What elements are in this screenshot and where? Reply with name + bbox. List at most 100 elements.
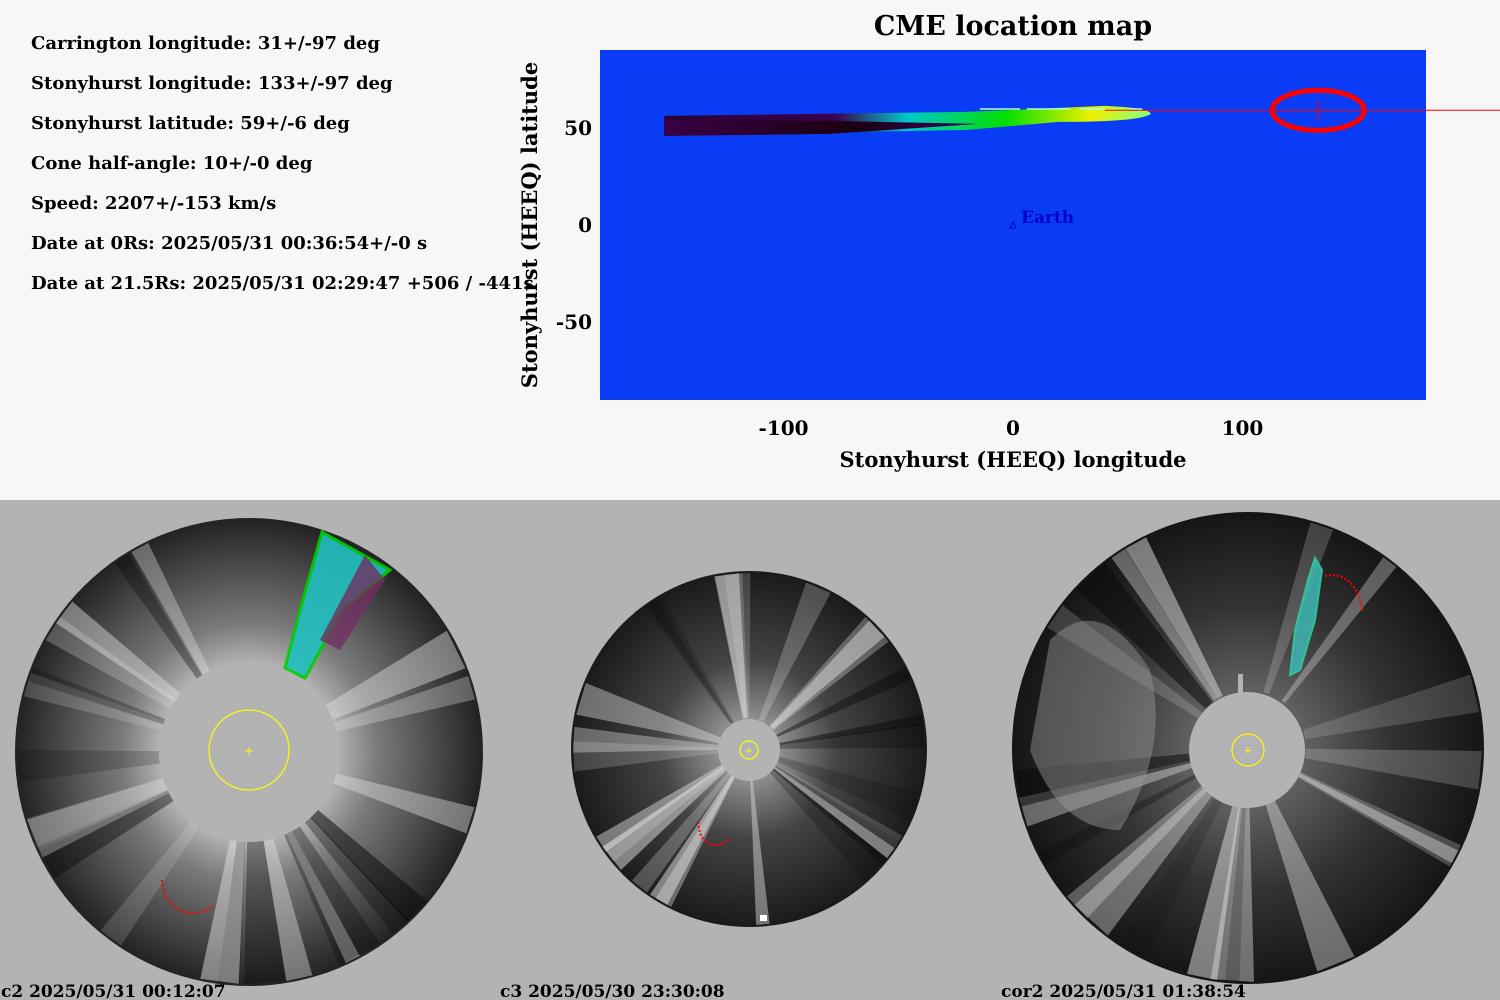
x-tick-label-0: -100	[759, 416, 809, 440]
coronagraph-panels: + + + c2 2025/05/31 00:12:07 c3 2025/0	[0, 500, 1500, 1000]
cor2-bright-structure	[1030, 620, 1156, 830]
param-stonyhurst-longitude: Stonyhurst longitude: 133+/-97 deg	[31, 73, 393, 94]
cor2-cme-feature	[1288, 555, 1324, 677]
rays-c3-ray-6	[773, 766, 895, 859]
x-tick-labels: -100 0 100	[759, 416, 1264, 440]
rays-cor2-ray-11	[1047, 605, 1203, 719]
rays-c2-ray-7	[38, 790, 174, 879]
rays-cor2-ray-5	[1281, 557, 1397, 704]
rays-c2-ray-13	[304, 817, 410, 934]
y-axis-label: Stonyhurst (HEEQ) latitude	[517, 62, 542, 388]
rays-c2-ray-3	[114, 553, 203, 679]
cor2-occulter-pylon	[1238, 674, 1243, 696]
cor2-panel: +	[1012, 512, 1484, 984]
y-tick-label-0: -50	[556, 310, 592, 334]
rays-c2-ray-11	[244, 840, 287, 984]
rays-c3-ray-19	[573, 741, 719, 772]
c3-panel: +	[571, 571, 927, 927]
rays-c2-ray-8	[284, 826, 380, 966]
rays-cor2-ray-19	[1125, 537, 1223, 699]
rays-c2-ray-10	[100, 821, 200, 946]
cme-density-band	[664, 105, 1151, 136]
earth-marker-group: Earth	[1009, 208, 1074, 229]
param-carrington-longitude: Carrington longitude: 31+/-97 deg	[31, 33, 380, 54]
rays-c3-ray-24	[644, 595, 734, 725]
cme-band-core	[664, 119, 979, 136]
top-section: Carrington longitude: 31+/-97 deg Stonyh…	[31, 11, 1500, 472]
rays-c3-ray-5	[774, 764, 903, 848]
rays-cor2-ray-16	[1015, 753, 1192, 807]
rays-cor2-ray-14	[1298, 773, 1459, 864]
rays-c3-ray-10	[779, 714, 924, 745]
param-date-0rs: Date at 0Rs: 2025/05/31 00:36:54+/-0 s	[31, 233, 428, 254]
rays-cor2-ray-6	[1067, 784, 1209, 919]
rays-cor2-ray-7	[1111, 548, 1218, 701]
rays-c2-ray-18	[200, 839, 246, 984]
param-stonyhurst-latitude: Stonyhurst latitude: 59+/-6 deg	[31, 113, 350, 134]
chart-title: CME location map	[874, 11, 1152, 42]
rays-c3-ray-11	[650, 774, 735, 905]
c3-sun-center-icon: +	[745, 746, 753, 757]
rays-cor2-ray-17	[1265, 799, 1355, 972]
c3-bright-spot	[760, 915, 767, 921]
x-axis-label: Stonyhurst (HEEQ) longitude	[839, 447, 1186, 472]
cme-location-marker-group	[1104, 87, 1500, 133]
c2-occulter	[159, 662, 339, 842]
param-speed: Speed: 2207+/-153 km/s	[31, 193, 277, 214]
rays-c2-ray-12	[56, 601, 181, 703]
rays-c2-ray-20	[28, 667, 166, 725]
c2-sun-limb	[208, 709, 290, 791]
c3-occulter	[718, 719, 780, 781]
rays-c3-ray-22	[759, 582, 831, 722]
y-tick-labels: -50 0 50	[556, 116, 592, 334]
panel-label-cor2: cor2 2025/05/31 01:38:54	[1001, 982, 1246, 1000]
rays-c3-ray-17	[770, 620, 885, 730]
rays-c2-ray-2	[45, 617, 176, 709]
rays-cor2-ray-15	[1019, 760, 1194, 827]
panel-label-c3: c3 2025/05/30 23:30:08	[500, 982, 725, 1000]
earth-triangle-icon	[1009, 220, 1017, 229]
rays-c2-ray-16	[27, 778, 169, 858]
rays-c3-ray-21	[769, 616, 889, 731]
rays-c3-ray-1	[769, 768, 888, 882]
rays-c2-ray-4	[131, 543, 210, 675]
x-tick-label-1: 0	[1006, 416, 1020, 440]
x-tick-label-2: 100	[1222, 416, 1264, 440]
rays-cor2-ray-0	[1074, 786, 1214, 936]
rays-c3-ray-0	[714, 573, 748, 719]
rays-c3-ray-12	[647, 599, 733, 724]
rays-cor2-ray-9	[1119, 796, 1223, 960]
cme-location-ellipse	[1269, 87, 1367, 133]
rays-c2-ray-5	[286, 831, 360, 963]
panel-label-c2: c2 2025/05/31 00:12:07	[1, 982, 226, 1000]
c2-cme-core	[320, 555, 385, 650]
cor2-occulter	[1189, 692, 1305, 808]
c3-streamers	[573, 573, 925, 925]
rays-c3-ray-15	[576, 682, 721, 743]
param-cone-half-angle: Cone half-angle: 10+/-0 deg	[31, 153, 313, 174]
cor2-streamers	[1015, 522, 1482, 982]
rays-cor2-ray-2	[1224, 805, 1246, 982]
param-date-21-5rs: Date at 21.5Rs: 2025/05/31 02:29:47 +506…	[31, 273, 534, 294]
rays-c3-ray-18	[715, 573, 748, 719]
rays-cor2-ray-18	[1303, 674, 1480, 740]
c2-sun-center-icon: +	[244, 744, 254, 758]
rays-c3-ray-14	[750, 779, 770, 925]
rays-c3-ray-8	[573, 726, 719, 753]
cor2-cme-front-arc	[1324, 574, 1364, 613]
c3-sun-limb	[739, 740, 759, 760]
rays-c3-ray-23	[777, 756, 920, 821]
rays-c3-ray-13	[724, 573, 751, 719]
rays-c3-ray-7	[602, 766, 727, 870]
coronagraph-images: + + +	[15, 512, 1484, 986]
cor2-sun-center-icon: +	[1243, 744, 1252, 757]
c3-cme-front-arc	[697, 821, 731, 847]
rays-cor2-ray-4	[1038, 773, 1198, 865]
rays-c2-ray-1	[26, 777, 167, 848]
rays-cor2-ray-8	[1298, 772, 1461, 867]
rays-c3-ray-9	[603, 766, 726, 862]
y-tick-label-2: 50	[564, 116, 592, 140]
rays-c2-ray-19	[325, 630, 466, 720]
rays-cor2-ray-10	[1076, 562, 1213, 709]
c2-panel: +	[15, 518, 483, 986]
